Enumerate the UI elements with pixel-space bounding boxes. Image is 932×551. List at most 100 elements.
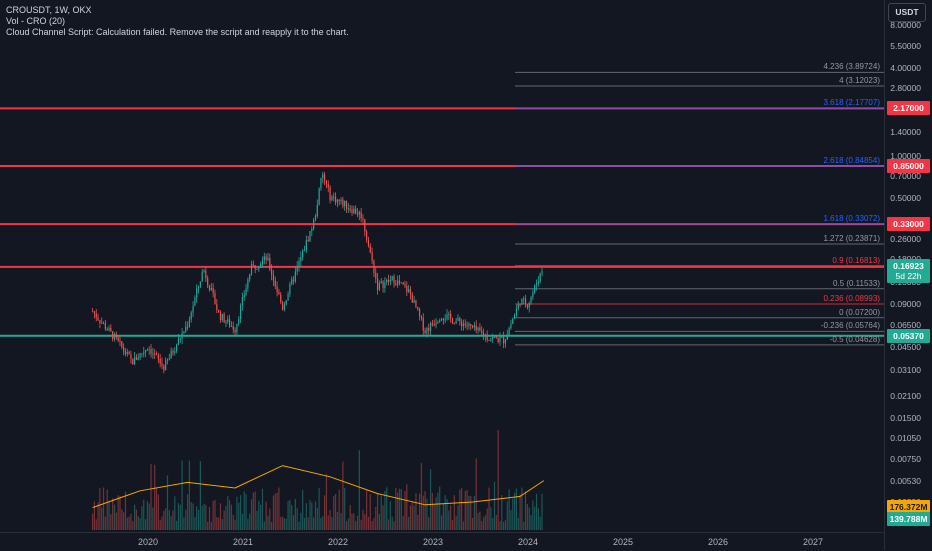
candle-body[interactable] [402, 282, 404, 285]
candle-body[interactable] [117, 337, 119, 341]
candle-body[interactable] [439, 320, 441, 322]
candle-body[interactable] [234, 329, 236, 333]
candle-body[interactable] [112, 331, 114, 340]
candle-body[interactable] [492, 337, 494, 340]
candle-body[interactable] [128, 352, 130, 355]
candle-body[interactable] [190, 312, 192, 320]
candle-body[interactable] [249, 274, 251, 280]
candle-body[interactable] [508, 328, 510, 335]
candle-body[interactable] [154, 353, 156, 355]
candle-body[interactable] [448, 314, 450, 316]
candle-body[interactable] [197, 286, 200, 289]
candle-body[interactable] [437, 321, 439, 323]
candle-body[interactable] [411, 294, 413, 303]
candle-body[interactable] [524, 298, 527, 305]
candle-body[interactable] [512, 318, 514, 324]
candle-body[interactable] [433, 324, 435, 326]
candle-body[interactable] [165, 360, 167, 371]
candle-body[interactable] [309, 231, 311, 242]
candle-body[interactable] [466, 325, 468, 327]
candle-body[interactable] [188, 319, 191, 327]
candle-body[interactable] [322, 174, 324, 179]
candle-body[interactable] [384, 282, 386, 288]
candle-body[interactable] [342, 199, 344, 207]
candle-body[interactable] [230, 326, 233, 328]
candle-body[interactable] [141, 353, 143, 355]
candle-body[interactable] [99, 320, 101, 323]
candle-body[interactable] [413, 300, 415, 303]
candle-body[interactable] [104, 323, 106, 330]
candle-body[interactable] [482, 332, 485, 337]
candle-body[interactable] [185, 326, 187, 332]
candle-body[interactable] [205, 270, 207, 279]
candle-body[interactable] [260, 264, 262, 268]
candle-body[interactable] [307, 240, 309, 242]
candle-body[interactable] [393, 276, 395, 284]
candle-body[interactable] [219, 311, 222, 321]
candle-body[interactable] [157, 355, 159, 360]
candle-body[interactable] [267, 257, 269, 260]
candle-body[interactable] [495, 336, 497, 339]
candle-body[interactable] [345, 200, 348, 209]
candle-body[interactable] [517, 303, 519, 309]
candle-body[interactable] [132, 358, 134, 365]
candle-body[interactable] [541, 270, 543, 274]
volume-indicator-label[interactable]: Vol - CRO (20) [6, 16, 66, 26]
candle-body[interactable] [417, 307, 419, 310]
candle-body[interactable] [168, 358, 170, 360]
candle-body[interactable] [170, 350, 172, 359]
candle-body[interactable] [408, 289, 410, 292]
candle-body[interactable] [287, 294, 289, 301]
candle-body[interactable] [477, 327, 479, 331]
candle-body[interactable] [278, 292, 280, 295]
candle-body[interactable] [272, 274, 275, 281]
candle-body[interactable] [108, 327, 110, 331]
candle-body[interactable] [137, 357, 139, 360]
candle-body[interactable] [419, 309, 421, 316]
candle-body[interactable] [225, 321, 227, 323]
candle-body[interactable] [263, 256, 265, 261]
candle-body[interactable] [528, 302, 530, 308]
candle-body[interactable] [130, 354, 132, 359]
candle-body[interactable] [446, 314, 448, 320]
candle-body[interactable] [93, 311, 96, 314]
candle-body[interactable] [404, 284, 406, 287]
candle-body[interactable] [391, 276, 393, 280]
candle-body[interactable] [382, 281, 384, 288]
candle-body[interactable] [499, 337, 501, 342]
candle-body[interactable] [329, 187, 331, 201]
candle-body[interactable] [481, 331, 483, 333]
candle-body[interactable] [459, 317, 461, 322]
candle-body[interactable] [95, 313, 97, 318]
candle-body[interactable] [271, 269, 273, 275]
candle-body[interactable] [245, 288, 247, 296]
candle-body[interactable] [471, 325, 474, 328]
candle-body[interactable] [148, 349, 150, 351]
candle-body[interactable] [313, 219, 315, 229]
candle-body[interactable] [210, 288, 212, 290]
candle-body[interactable] [161, 363, 163, 366]
candle-body[interactable] [298, 261, 300, 267]
candle-body[interactable] [397, 280, 399, 285]
candle-body[interactable] [426, 328, 428, 334]
candle-body[interactable] [276, 286, 278, 293]
candle-body[interactable] [261, 260, 264, 265]
candle-body[interactable] [121, 341, 123, 348]
candle-body[interactable] [349, 208, 351, 210]
candle-body[interactable] [451, 318, 454, 324]
candle-body[interactable] [420, 315, 423, 318]
candle-body[interactable] [450, 314, 452, 319]
candle-body[interactable] [124, 351, 127, 354]
candle-body[interactable] [333, 196, 335, 198]
candle-body[interactable] [366, 231, 368, 240]
candle-body[interactable] [415, 300, 417, 308]
candle-body[interactable] [515, 308, 518, 315]
candle-body[interactable] [429, 323, 432, 331]
candle-body[interactable] [324, 174, 326, 181]
candle-body[interactable] [486, 335, 488, 340]
candle-body[interactable] [316, 204, 318, 217]
candle-body[interactable] [461, 321, 463, 327]
candle-body[interactable] [247, 279, 249, 289]
candle-body[interactable] [514, 314, 516, 319]
